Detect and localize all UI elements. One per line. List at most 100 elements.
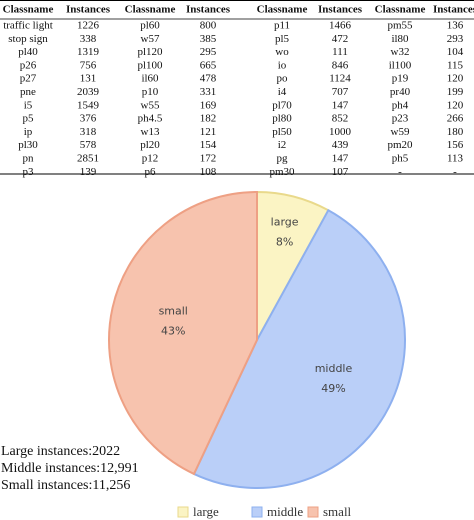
pie-slice [108, 190, 258, 476]
table-cell: 147 [332, 99, 349, 111]
table-cell: 120 [447, 99, 464, 111]
table-cell: 1000 [329, 126, 352, 138]
table-cell: i2 [278, 139, 287, 151]
table-cell: 1226 [77, 20, 100, 32]
table-cell: 120 [447, 73, 464, 85]
table-cell: wo [275, 46, 289, 58]
table-cell: 2039 [77, 86, 100, 98]
legend-label: small [323, 504, 352, 519]
note: Small instances:11,256 [1, 478, 130, 493]
table-cell: pr40 [390, 86, 411, 98]
table-cell: pl30 [18, 139, 38, 151]
table-cell: 136 [447, 20, 464, 32]
table-cell: 295 [200, 46, 217, 58]
table-cell: pl80 [272, 113, 292, 125]
table-cell: stop sign [8, 33, 48, 45]
table-cell: 111 [332, 46, 348, 58]
table-cell: pl70 [272, 99, 292, 111]
table-header-cell: Classname [125, 4, 176, 16]
table-cell: ph4.5 [138, 113, 163, 125]
table-cell: 293 [447, 33, 464, 45]
table-cell: 439 [332, 139, 349, 151]
table-cell: 172 [200, 153, 217, 165]
table-cell: pm20 [387, 139, 413, 151]
table-cell: 154 [200, 139, 217, 151]
slice-category-label: small [159, 304, 188, 317]
table-cell: 131 [80, 73, 97, 85]
table-cell: - [398, 166, 402, 178]
table-cell: 665 [200, 59, 217, 71]
table-cell: w57 [141, 33, 160, 45]
table-cell: pl20 [140, 139, 160, 151]
table-cell: pg [277, 153, 289, 165]
table-cell: 338 [80, 33, 97, 45]
table-cell: 180 [447, 126, 464, 138]
table-cell: 169 [200, 99, 217, 111]
table-cell: pl5 [275, 33, 290, 45]
table-cell: pl50 [272, 126, 292, 138]
table-cell: 113 [447, 153, 464, 165]
slice-category-label: middle [315, 362, 353, 375]
slice-category-label: large [271, 215, 299, 228]
table-cell: 318 [80, 126, 97, 138]
table-cell: 1549 [77, 99, 100, 111]
table-cell: w32 [391, 46, 410, 58]
slice-value-label: 43% [161, 324, 185, 337]
table-cell: 478 [200, 73, 217, 85]
table-cell: i5 [24, 99, 33, 111]
table-cell: io [278, 59, 287, 71]
table-cell: 107 [332, 166, 349, 178]
table-cell: p27 [20, 73, 37, 85]
table-cell: pm55 [387, 20, 413, 32]
table-cell: il80 [391, 33, 409, 45]
legend-swatch [307, 506, 319, 518]
table-cell: traffic light [3, 20, 53, 32]
table-cell: 1466 [329, 20, 352, 32]
table-cell: 115 [447, 59, 464, 71]
table-cell: p6 [145, 166, 157, 178]
table-cell: w13 [141, 126, 160, 138]
pie-slice [192, 208, 406, 489]
table-cell: 199 [447, 86, 464, 98]
table-cell: p23 [392, 113, 409, 125]
table-cell: 385 [200, 33, 217, 45]
table-cell: p26 [20, 59, 37, 71]
table-cell: 2851 [77, 153, 99, 165]
table-header-cell: Instances [318, 4, 363, 16]
table-cell: 578 [80, 139, 97, 151]
legend-swatch [177, 506, 189, 518]
legend-label: middle [267, 504, 303, 519]
table-cell: il60 [141, 73, 159, 85]
table-cell: 156 [447, 139, 464, 151]
table-cell: 266 [447, 113, 464, 125]
table-cell: 331 [200, 86, 217, 98]
table-cell: 707 [332, 86, 349, 98]
table-cell: 182 [200, 113, 217, 125]
table-cell: i4 [278, 86, 287, 98]
table-cell: 1124 [329, 73, 351, 85]
table-header-cell: Classname [257, 4, 308, 16]
table-cell: p5 [23, 113, 35, 125]
table-cell: pl100 [137, 59, 163, 71]
legend-label: large [193, 504, 219, 519]
table-cell: pne [20, 86, 36, 98]
table-cell: p3 [23, 166, 35, 178]
table-cell: 800 [200, 20, 217, 32]
table-cell: 147 [332, 153, 349, 165]
table-cell: 104 [447, 46, 464, 58]
table-cell: p10 [142, 86, 159, 98]
table-cell: po [277, 73, 289, 85]
table-cell: 139 [80, 166, 97, 178]
legend-swatch [251, 506, 263, 518]
table-cell: 108 [200, 166, 217, 178]
table-header-cell: Classname [3, 4, 54, 16]
table-cell: w55 [141, 99, 160, 111]
table-cell: pl120 [137, 46, 163, 58]
table-cell: ph5 [392, 153, 409, 165]
slice-value-label: 8% [276, 235, 293, 248]
note: Large instances:2022 [1, 444, 120, 459]
table-cell: 846 [332, 59, 349, 71]
table-cell: 121 [200, 126, 217, 138]
table-cell: pm30 [269, 166, 295, 178]
